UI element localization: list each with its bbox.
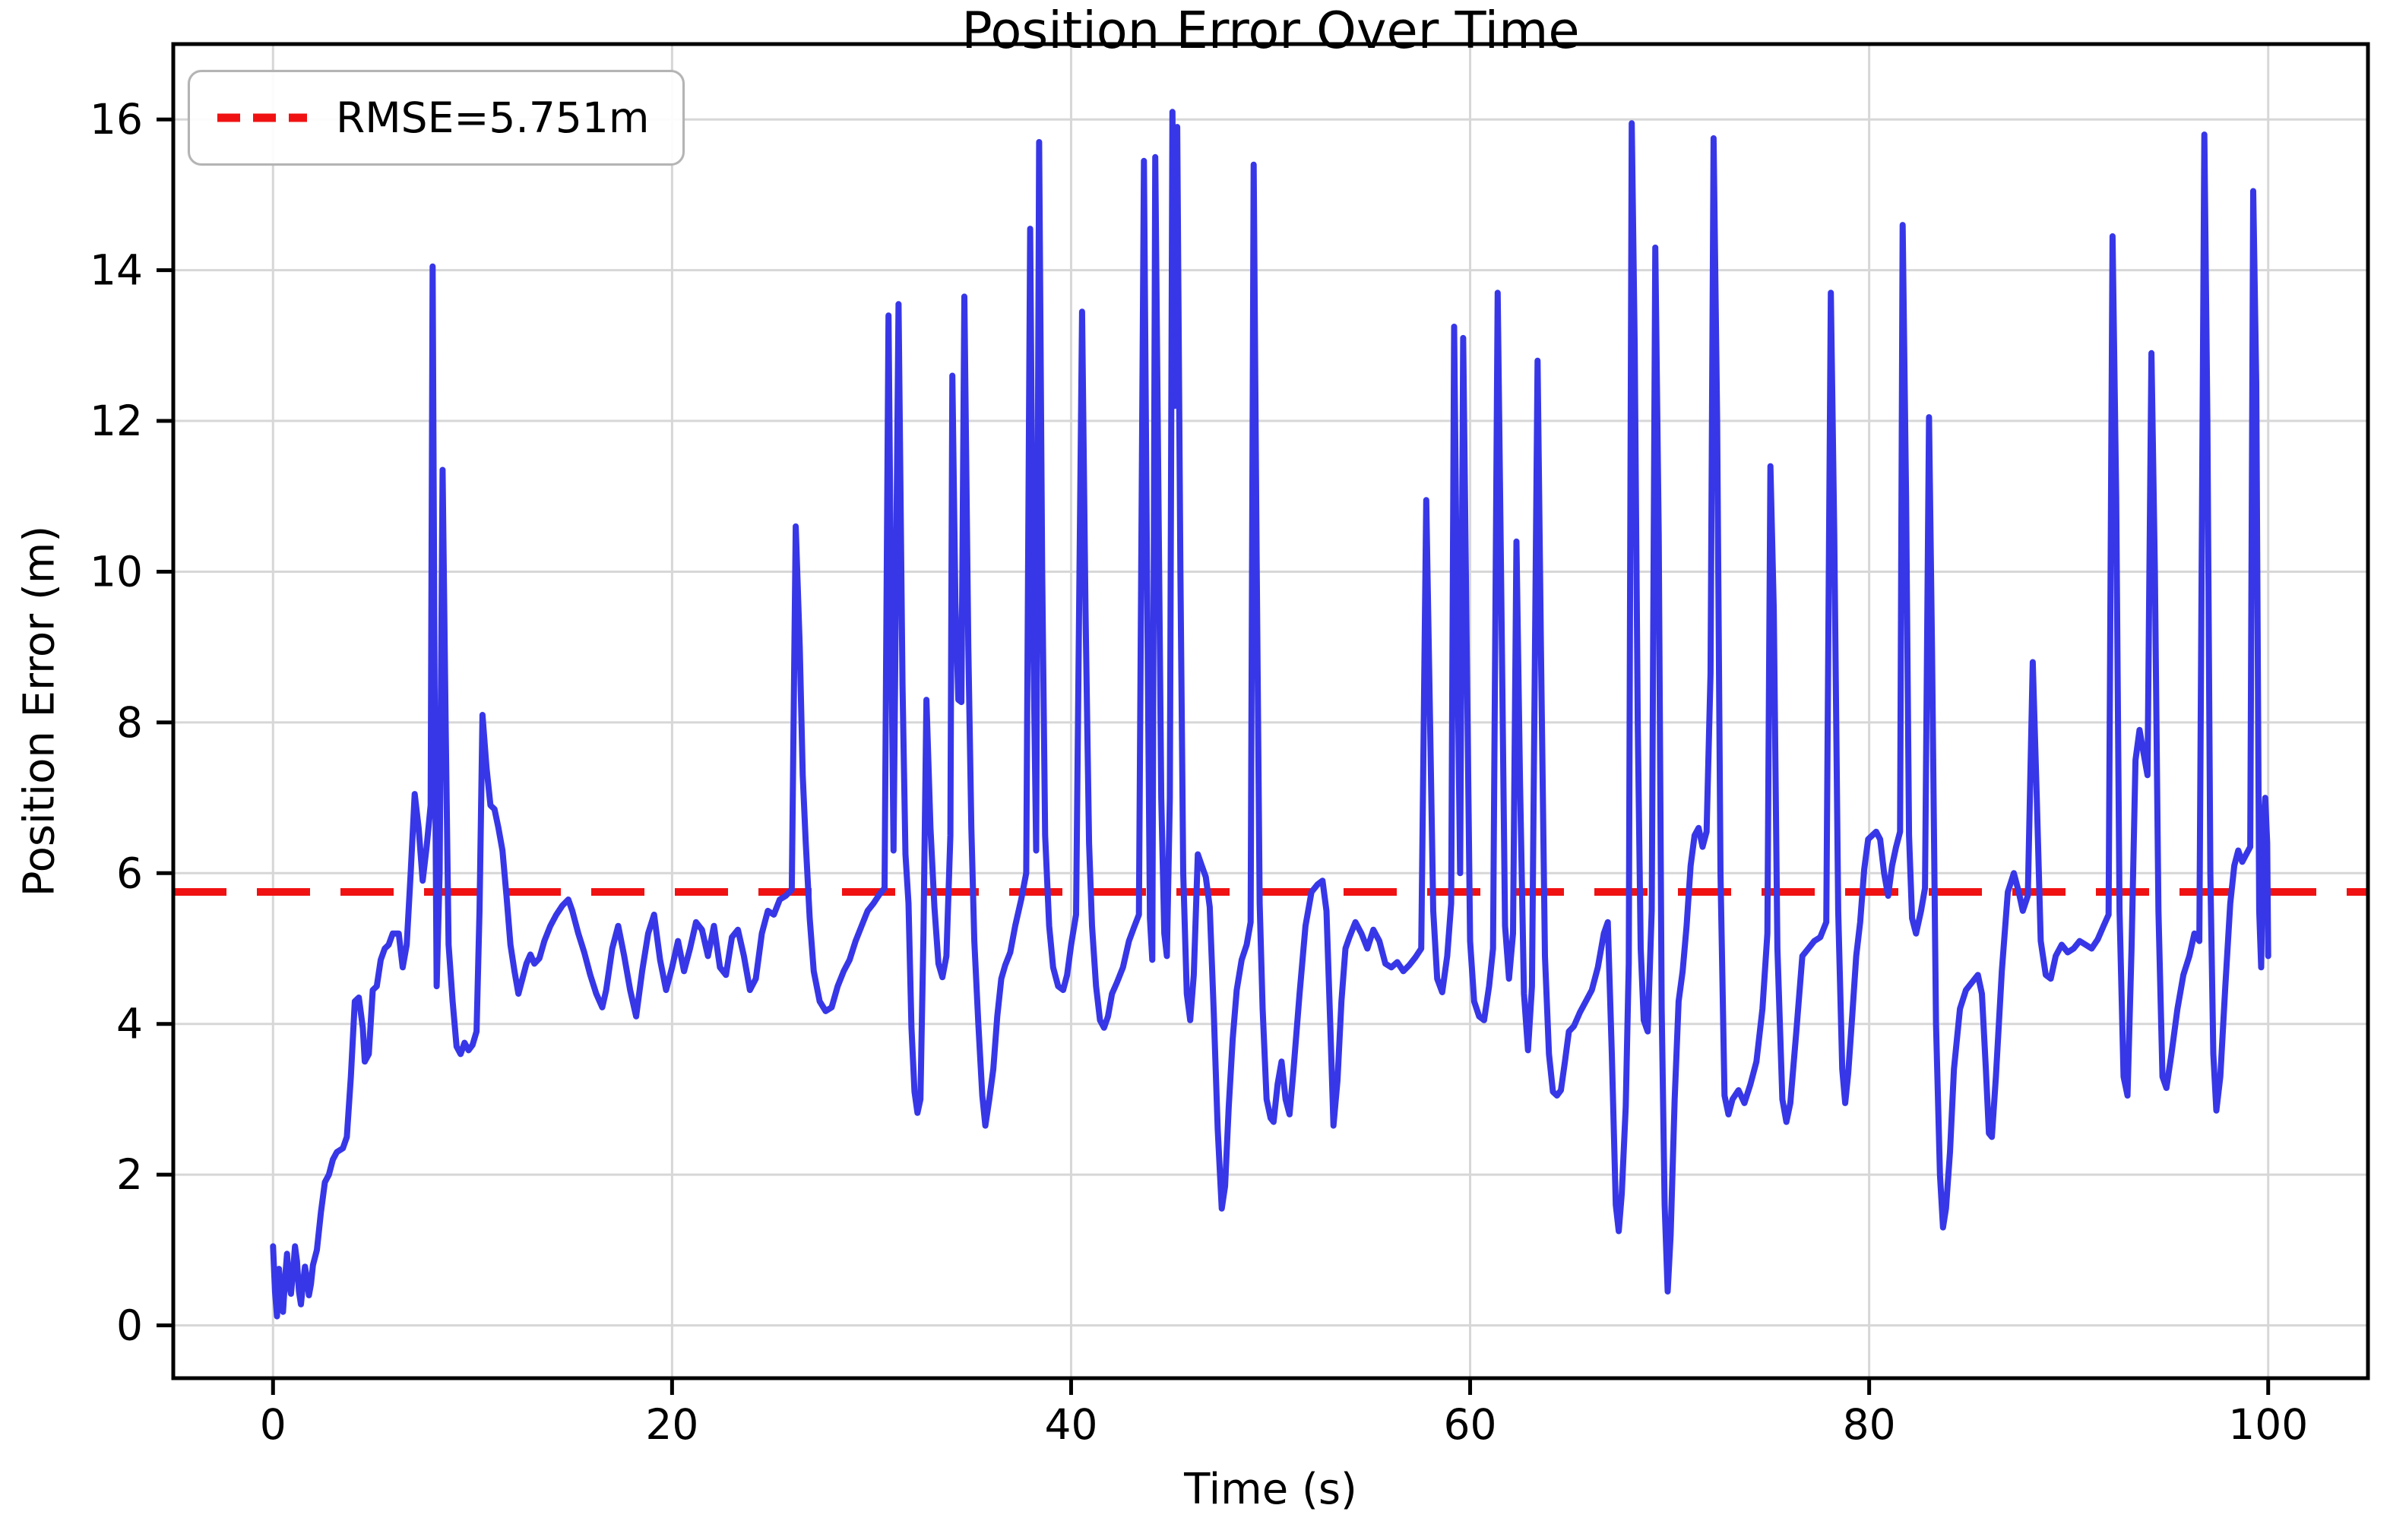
- y-tick-label: 14: [90, 246, 143, 295]
- y-tick-label: 16: [90, 95, 143, 144]
- legend: RMSE=5.751m: [188, 70, 685, 166]
- plot-border: [171, 42, 2370, 1380]
- position-error-line: [270, 109, 2271, 1320]
- y-tick-label: 6: [116, 849, 143, 897]
- x-tick-label: 40: [1044, 1400, 1097, 1449]
- x-tick-label: 60: [1444, 1400, 1497, 1449]
- y-tick-label: 2: [116, 1150, 143, 1199]
- x-tick-label: 20: [645, 1400, 698, 1449]
- legend-dashed-line-sample: [217, 113, 307, 122]
- x-axis-label: Time (s): [1184, 1465, 1357, 1514]
- x-tick-label: 80: [1843, 1400, 1896, 1449]
- legend-label: RMSE=5.751m: [336, 93, 650, 142]
- y-tick-label: 12: [90, 397, 143, 445]
- x-tick-label: 0: [260, 1400, 286, 1449]
- chart-title: Position Error Over Time: [961, 1, 1580, 60]
- y-axis-label: Position Error (m): [14, 525, 65, 897]
- y-tick-label: 8: [116, 698, 143, 747]
- y-tick-label: 10: [90, 547, 143, 596]
- y-tick-label: 0: [116, 1301, 143, 1350]
- y-tick-label: 4: [116, 1000, 143, 1048]
- x-tick-label: 100: [2228, 1400, 2308, 1449]
